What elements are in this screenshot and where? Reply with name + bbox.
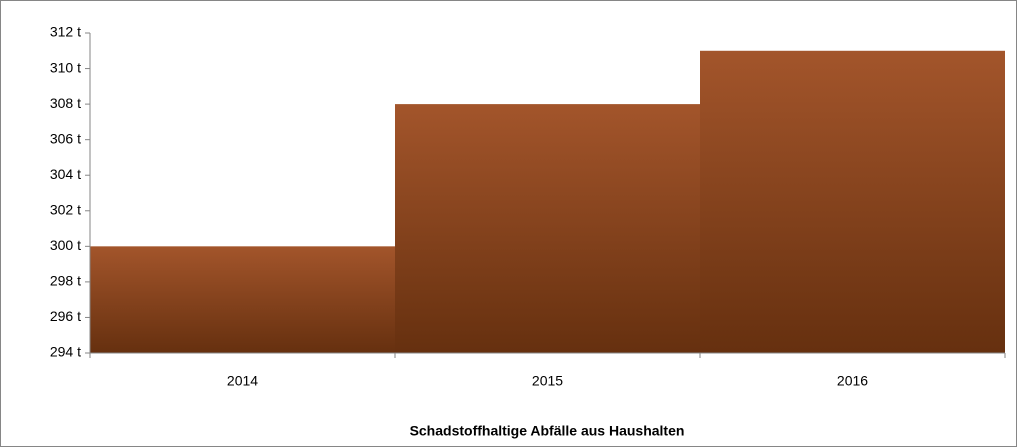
- y-tick-label: 294 t: [50, 344, 81, 360]
- bar: [700, 50, 1005, 354]
- x-axis-title: Schadstoffhaltige Abfälle aus Haushalten: [410, 423, 685, 439]
- x-tick-label: 2016: [837, 373, 868, 389]
- bar: [395, 104, 700, 353]
- bar: [90, 246, 395, 353]
- y-tick-label: 302 t: [50, 201, 81, 217]
- y-tick-label: 306 t: [50, 130, 81, 146]
- y-tick-label: 300 t: [50, 237, 81, 253]
- y-tick-label: 312 t: [50, 24, 81, 40]
- x-tick-label: 2015: [532, 373, 563, 389]
- y-tick-label: 308 t: [50, 95, 81, 111]
- x-tick-label: 2014: [227, 373, 258, 389]
- y-tick-label: 310 t: [50, 59, 81, 75]
- y-tick-label: 298 t: [50, 273, 81, 289]
- y-tick-label: 296 t: [50, 308, 81, 324]
- y-tick-label: 304 t: [50, 166, 81, 182]
